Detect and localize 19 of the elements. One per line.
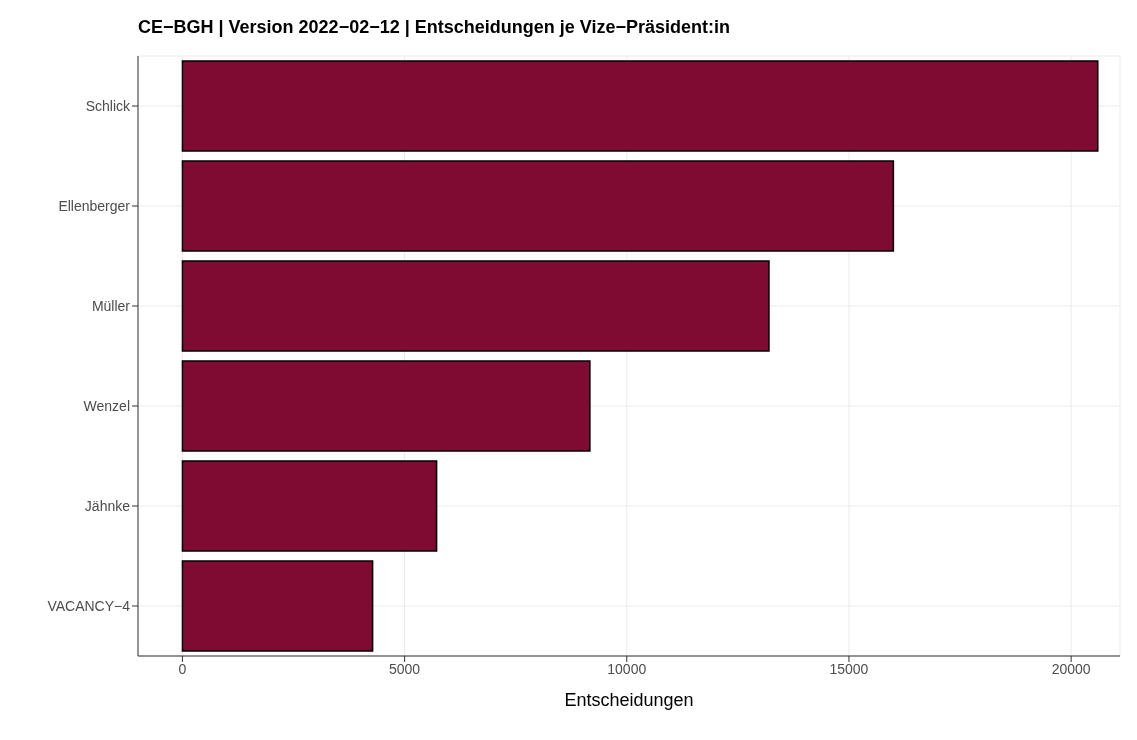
- y-tick-label: Schlick: [85, 97, 131, 114]
- x-tick-label: 0: [178, 660, 187, 677]
- y-tick-label: Müller: [91, 297, 131, 314]
- bar: [181, 160, 895, 252]
- x-tick-label: 15000: [829, 660, 869, 677]
- bar: [181, 460, 438, 552]
- x-axis-title: Entscheidungen: [564, 690, 694, 710]
- y-tick-label: Wenzel: [83, 397, 130, 414]
- bar: [181, 260, 770, 352]
- y-tick-label: Ellenberger: [58, 197, 131, 214]
- x-tick-label: 5000: [389, 660, 421, 677]
- x-tick-label: 20000: [1051, 660, 1091, 677]
- y-tick-label: VACANCY−4: [47, 597, 131, 614]
- bar: [181, 560, 374, 652]
- chart-title: CE−BGH | Version 2022−02−12 | Entscheidungen je Vize−Präsident:in: [137, 16, 731, 39]
- x-tick-label: 10000: [607, 660, 647, 677]
- bar: [181, 360, 591, 452]
- y-tick-label: Jähnke: [84, 497, 131, 514]
- bar: [181, 60, 1099, 152]
